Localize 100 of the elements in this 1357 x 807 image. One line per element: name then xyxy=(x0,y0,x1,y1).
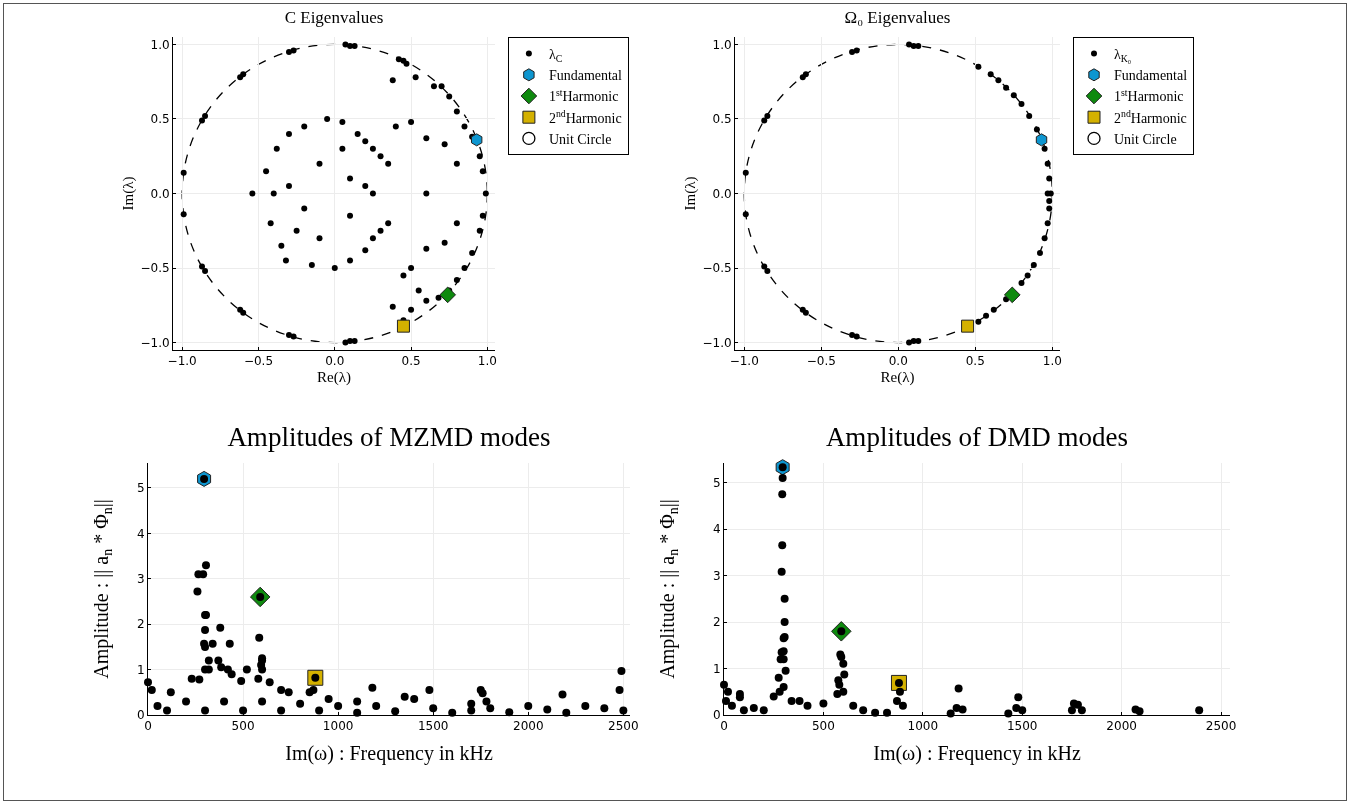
x-tick-label: 1500 xyxy=(417,719,449,734)
point xyxy=(853,333,860,340)
y-tick-label: 0 xyxy=(136,708,145,723)
point xyxy=(470,133,483,147)
point xyxy=(995,77,1002,84)
y-tick-label: 0.5 xyxy=(712,112,732,127)
legend-label: λ$_{C}$ xyxy=(548,47,563,64)
point xyxy=(439,286,456,304)
chart-title: C Eigenvalues xyxy=(284,7,384,27)
y-tick-label: 1 xyxy=(712,661,721,676)
legend-label: Fundamental xyxy=(1114,68,1188,84)
text: Unit Circle xyxy=(548,131,612,147)
point xyxy=(1046,205,1053,212)
x-tick-label: 1.0 xyxy=(477,354,497,369)
point xyxy=(396,319,410,333)
y-tick-label: 1 xyxy=(136,662,145,677)
y-tick-label: 0.0 xyxy=(150,186,170,201)
point xyxy=(1018,101,1025,108)
y-tick-label: 4 xyxy=(712,522,721,537)
point xyxy=(1035,133,1048,147)
x-tick-label: 0.5 xyxy=(965,354,985,369)
point xyxy=(1026,113,1033,119)
x-axis-title: Re(λ) xyxy=(317,369,351,387)
x-tick-label: −0.5 xyxy=(243,354,274,369)
x-tick-label: 2000 xyxy=(513,719,544,734)
point xyxy=(1018,279,1025,286)
legend-label: 2$^{nd}$Harmonic xyxy=(548,107,622,126)
y-tick-label: −0.5 xyxy=(140,261,170,276)
point xyxy=(1003,286,1021,304)
y-tick-label: 5 xyxy=(712,475,721,490)
point xyxy=(853,47,860,54)
point xyxy=(1010,92,1017,99)
point xyxy=(761,117,768,124)
x-tick-label: 1500 xyxy=(1006,719,1038,734)
point xyxy=(1046,175,1053,182)
point xyxy=(915,338,922,345)
y-tick-label: 0.0 xyxy=(712,186,732,201)
point xyxy=(742,211,749,218)
y-tick-label: 1.0 xyxy=(150,37,170,52)
chart-title: Ω₀ Eigenvalues xyxy=(844,7,951,27)
y-tick-label: 3 xyxy=(136,571,145,586)
point xyxy=(764,268,771,274)
y-tick-label: 2 xyxy=(712,615,721,630)
x-tick-label: 2000 xyxy=(1106,719,1137,734)
legend-label: 1$^{st}$Harmonic xyxy=(1114,86,1184,105)
point xyxy=(961,319,975,333)
point xyxy=(915,42,922,49)
chart-title: Amplitudes of MZMD modes xyxy=(227,421,551,452)
x-tick-label: 2500 xyxy=(1205,719,1237,734)
x-tick-label: 0.0 xyxy=(888,354,908,369)
y-tick-label: 0.5 xyxy=(150,112,170,127)
point xyxy=(849,332,856,339)
point xyxy=(1046,197,1053,204)
point xyxy=(1033,126,1040,133)
y-tick-label: 2 xyxy=(136,617,145,632)
point xyxy=(1044,220,1051,227)
x-tick-label: 0.0 xyxy=(325,354,345,369)
point xyxy=(975,63,982,70)
x-tick-label: 1000 xyxy=(907,719,939,734)
y-tick-label: 4 xyxy=(136,526,145,541)
y-tick-label: 3 xyxy=(712,568,721,583)
y-tick-label: −1.0 xyxy=(140,335,170,350)
point xyxy=(764,113,771,119)
point xyxy=(990,306,997,313)
legend-label: 2$^{nd}$Harmonic xyxy=(1114,107,1187,126)
point xyxy=(1024,272,1031,279)
x-tick-label: 0.5 xyxy=(401,354,421,369)
x-tick-label: 1.0 xyxy=(1042,354,1062,369)
point xyxy=(1041,235,1048,242)
x-tick-label: −1.0 xyxy=(167,354,197,369)
point xyxy=(987,71,994,78)
y-tick-label: −0.5 xyxy=(702,261,732,276)
text: Unit Circle xyxy=(1114,131,1177,147)
x-axis-title: Re(λ) xyxy=(880,369,915,387)
x-tick-label: 1000 xyxy=(322,719,354,734)
point xyxy=(1044,160,1051,167)
point xyxy=(742,169,749,176)
x-tick-label: 2500 xyxy=(608,719,639,734)
y-tick-label: −1.0 xyxy=(702,335,732,350)
y-tick-label: 0 xyxy=(712,708,721,723)
y-tick-label: 5 xyxy=(136,481,145,496)
x-tick-label: −0.5 xyxy=(806,354,836,369)
point xyxy=(1036,250,1043,257)
y-axis-title: Im(λ) xyxy=(682,176,699,211)
chart-title: Amplitudes of DMD modes xyxy=(825,421,1129,452)
point xyxy=(1030,262,1037,269)
legend-label: λ$_{K₀}$ xyxy=(1114,47,1132,64)
legend-label: 1$^{st}$Harmonic xyxy=(548,86,619,105)
point xyxy=(1003,84,1010,91)
point xyxy=(849,48,856,55)
point xyxy=(1041,145,1048,152)
x-tick-label: 500 xyxy=(811,719,835,734)
x-axis-title: Im(ω) : Frequency in kHz xyxy=(285,742,493,765)
point xyxy=(761,263,768,270)
legend-label: Fundamental xyxy=(548,68,623,84)
point xyxy=(983,312,990,319)
y-tick-label: 1.0 xyxy=(712,37,732,52)
point xyxy=(975,318,982,325)
x-axis-title: Im(ω) : Frequency in kHz xyxy=(873,742,1081,765)
x-tick-label: 500 xyxy=(231,719,255,734)
